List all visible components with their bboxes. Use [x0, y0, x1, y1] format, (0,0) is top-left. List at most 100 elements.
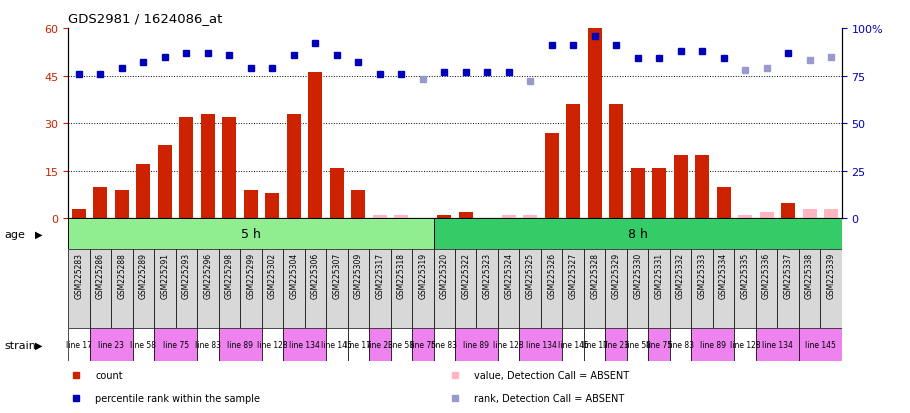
- Bar: [438, 216, 451, 219]
- Bar: [348, 250, 369, 328]
- Bar: [308, 73, 322, 219]
- Bar: [648, 250, 670, 328]
- Bar: [305, 250, 326, 328]
- Bar: [179, 118, 194, 219]
- Bar: [176, 250, 197, 328]
- Bar: [287, 114, 301, 219]
- Bar: [90, 250, 111, 328]
- Bar: [777, 250, 799, 328]
- Text: GSM225335: GSM225335: [741, 252, 750, 298]
- Bar: [433, 328, 455, 361]
- Bar: [670, 250, 692, 328]
- Bar: [627, 328, 648, 361]
- Text: line 23: line 23: [367, 340, 393, 349]
- Bar: [455, 250, 477, 328]
- Text: GSM225339: GSM225339: [826, 252, 835, 298]
- Bar: [351, 190, 365, 219]
- Bar: [523, 216, 537, 219]
- Text: line 128: line 128: [257, 340, 288, 349]
- Text: GSM225299: GSM225299: [247, 252, 256, 298]
- Text: line 23: line 23: [603, 340, 629, 349]
- Text: line 134: line 134: [762, 340, 793, 349]
- Bar: [760, 213, 774, 219]
- Bar: [115, 190, 129, 219]
- Text: line 128: line 128: [493, 340, 524, 349]
- Text: GSM225338: GSM225338: [805, 252, 814, 298]
- Bar: [262, 250, 283, 328]
- Text: line 23: line 23: [98, 340, 125, 349]
- Text: line 17: line 17: [66, 340, 92, 349]
- Bar: [609, 105, 623, 219]
- Bar: [713, 250, 734, 328]
- Text: GSM225288: GSM225288: [117, 252, 126, 298]
- Text: line 89: line 89: [700, 340, 726, 349]
- Text: line 83: line 83: [668, 340, 693, 349]
- Bar: [498, 328, 520, 361]
- Bar: [197, 328, 218, 361]
- Bar: [498, 250, 520, 328]
- Bar: [627, 250, 648, 328]
- Bar: [197, 250, 218, 328]
- Text: line 17: line 17: [581, 340, 608, 349]
- Bar: [68, 250, 90, 328]
- Text: line 75: line 75: [163, 340, 188, 349]
- Text: line 145: line 145: [558, 340, 589, 349]
- Bar: [692, 250, 713, 328]
- Text: GSM225324: GSM225324: [504, 252, 513, 298]
- Bar: [781, 203, 795, 219]
- Text: 8 h: 8 h: [628, 228, 648, 241]
- Bar: [756, 250, 777, 328]
- Text: GSM225330: GSM225330: [633, 252, 642, 298]
- Text: GSM225325: GSM225325: [526, 252, 535, 298]
- Bar: [72, 209, 86, 219]
- Text: GSM225291: GSM225291: [160, 252, 169, 298]
- Bar: [716, 187, 731, 219]
- Bar: [695, 156, 709, 219]
- Text: GSM225327: GSM225327: [569, 252, 578, 298]
- Bar: [136, 165, 150, 219]
- Text: line 83: line 83: [431, 340, 457, 349]
- Bar: [240, 250, 262, 328]
- Text: GSM225296: GSM225296: [204, 252, 212, 298]
- Bar: [501, 216, 516, 219]
- Text: GSM225318: GSM225318: [397, 252, 406, 298]
- Text: count: count: [96, 370, 123, 380]
- Bar: [738, 216, 752, 219]
- Bar: [477, 250, 498, 328]
- Bar: [692, 328, 734, 361]
- Bar: [652, 168, 666, 219]
- Text: GSM225306: GSM225306: [311, 252, 319, 298]
- Bar: [329, 168, 344, 219]
- Text: GSM225334: GSM225334: [719, 252, 728, 298]
- Bar: [158, 146, 172, 219]
- Text: line 17: line 17: [345, 340, 371, 349]
- Bar: [648, 328, 670, 361]
- Text: rank, Detection Call = ABSENT: rank, Detection Call = ABSENT: [474, 394, 624, 404]
- Text: line 83: line 83: [195, 340, 221, 349]
- Bar: [541, 250, 562, 328]
- Bar: [584, 250, 605, 328]
- Bar: [756, 328, 799, 361]
- Bar: [799, 328, 842, 361]
- Text: GSM225322: GSM225322: [461, 252, 470, 298]
- Bar: [412, 250, 433, 328]
- Text: GSM225293: GSM225293: [182, 252, 191, 298]
- Bar: [373, 216, 387, 219]
- Bar: [68, 328, 90, 361]
- Text: GSM225331: GSM225331: [654, 252, 663, 298]
- Text: age: age: [5, 229, 25, 240]
- Text: GSM225329: GSM225329: [612, 252, 621, 298]
- Bar: [390, 328, 412, 361]
- Text: line 58: line 58: [389, 340, 414, 349]
- Bar: [348, 328, 369, 361]
- Bar: [201, 114, 215, 219]
- Bar: [326, 250, 348, 328]
- Text: GSM225332: GSM225332: [676, 252, 685, 298]
- Text: line 145: line 145: [804, 340, 835, 349]
- Text: line 58: line 58: [624, 340, 651, 349]
- Bar: [218, 250, 240, 328]
- Text: GSM225307: GSM225307: [332, 252, 341, 298]
- Bar: [520, 250, 541, 328]
- Bar: [262, 328, 283, 361]
- Bar: [562, 328, 584, 361]
